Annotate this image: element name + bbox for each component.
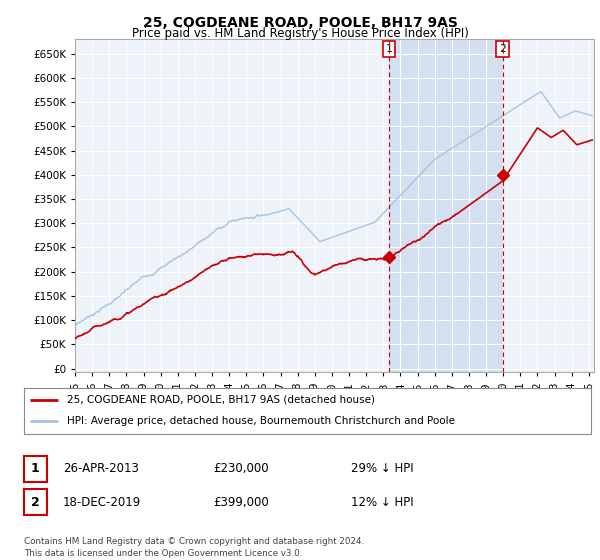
Text: £230,000: £230,000 bbox=[213, 462, 269, 475]
Text: £399,000: £399,000 bbox=[213, 496, 269, 509]
Text: 12% ↓ HPI: 12% ↓ HPI bbox=[351, 496, 413, 509]
Text: 29% ↓ HPI: 29% ↓ HPI bbox=[351, 462, 413, 475]
Text: Contains HM Land Registry data © Crown copyright and database right 2024.
This d: Contains HM Land Registry data © Crown c… bbox=[24, 537, 364, 558]
Text: HPI: Average price, detached house, Bournemouth Christchurch and Poole: HPI: Average price, detached house, Bour… bbox=[67, 416, 455, 426]
Text: 2: 2 bbox=[31, 496, 40, 509]
Text: 1: 1 bbox=[385, 44, 392, 54]
Text: Price paid vs. HM Land Registry's House Price Index (HPI): Price paid vs. HM Land Registry's House … bbox=[131, 27, 469, 40]
Text: 25, COGDEANE ROAD, POOLE, BH17 9AS: 25, COGDEANE ROAD, POOLE, BH17 9AS bbox=[143, 16, 457, 30]
Text: 2: 2 bbox=[499, 44, 506, 54]
Bar bbox=[389, 39, 503, 372]
Text: 1: 1 bbox=[31, 462, 40, 475]
Text: 25, COGDEANE ROAD, POOLE, BH17 9AS (detached house): 25, COGDEANE ROAD, POOLE, BH17 9AS (deta… bbox=[67, 395, 374, 404]
Text: 18-DEC-2019: 18-DEC-2019 bbox=[63, 496, 141, 509]
Text: 26-APR-2013: 26-APR-2013 bbox=[63, 462, 139, 475]
